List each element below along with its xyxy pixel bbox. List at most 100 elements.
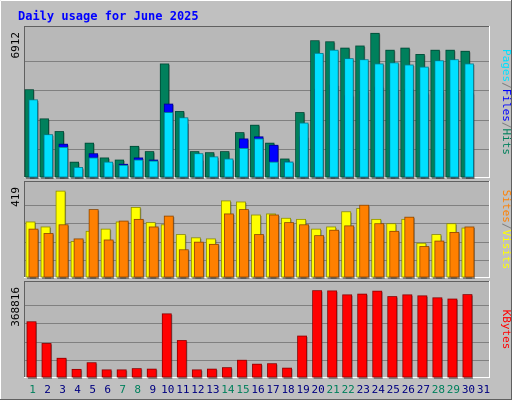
x-tick-day-25: 25 [387,383,400,396]
legend-part: Hits [500,129,512,156]
bar-kbytes-day-3 [56,357,67,378]
bar-kbytes-day-22 [342,294,353,378]
x-tick-day-18: 18 [281,383,294,396]
bar-kbytes-day-7 [116,369,127,378]
bar-kbytes-day-21 [327,290,338,378]
bar-sites-day-26 [404,216,415,278]
x-tick-day-10: 10 [161,383,174,396]
y-axis-series-label: KBytes [500,310,512,350]
bar-sites-day-10 [163,215,174,278]
bar-pages-day-18 [284,161,294,178]
bar-sites-day-23 [359,204,370,278]
x-tick-day-23: 23 [357,383,370,396]
bar-sites-day-3 [58,224,69,278]
x-tick-day-5: 5 [89,383,96,396]
chart-title: Daily usage for June 2025 [18,9,199,23]
legend-part: Sites [500,190,512,223]
x-tick-day-7: 7 [119,383,126,396]
bar-sites-day-9 [148,226,159,278]
legend-part: Files [500,89,512,122]
x-tick-day-26: 26 [402,383,415,396]
bar-sites-day-22 [344,225,355,278]
legend-part: / [500,122,512,129]
legend-part: / [500,223,512,230]
bar-kbytes-day-11 [176,340,187,378]
bar-kbytes-day-19 [297,335,307,378]
bar-pages-day-16 [254,138,264,178]
bar-sites-day-2 [43,233,54,278]
bar-pages-day-13 [208,156,219,178]
x-tick-day-13: 13 [206,383,219,396]
bar-pages-day-6 [103,161,114,178]
bar-kbytes-day-25 [387,296,398,378]
bar-pages-day-8 [133,159,144,178]
y-max-tick-label: 368816 [9,287,22,327]
x-tick-day-15: 15 [236,383,249,396]
x-tick-day-19: 19 [296,383,309,396]
bar-pages-day-12 [193,153,204,178]
x-tick-day-21: 21 [327,383,340,396]
y-axis-series-label: Pages/Files/Hits [500,49,512,155]
bar-pages-day-14 [224,158,234,178]
x-tick-day-28: 28 [432,383,445,396]
x-tick-day-11: 11 [176,383,189,396]
bar-pages-day-4 [73,167,83,178]
bar-sites-day-19 [299,224,309,278]
bar-pages-day-9 [148,160,159,178]
bar-kbytes-day-27 [417,295,428,378]
bar-pages-day-7 [118,164,129,178]
x-tick-day-16: 16 [251,383,264,396]
bar-sites-day-29 [449,231,460,278]
bar-sites-day-15 [239,209,249,278]
bar-pages-day-23 [359,59,369,178]
x-tick-day-6: 6 [104,383,111,396]
bar-pages-day-19 [299,122,309,178]
legend-part: Pages [500,49,512,82]
bar-pages-day-15 [239,148,249,178]
legend-part: Visits [500,230,512,270]
bar-kbytes-day-12 [191,369,202,378]
y-max-tick-label: 419 [9,187,22,207]
bar-sites-day-6 [103,239,114,278]
bar-sites-day-20 [314,235,325,278]
bar-sites-day-1 [28,228,39,278]
legend-part: KBytes [500,310,512,350]
bar-kbytes-day-26 [402,294,413,378]
bar-sites-day-12 [193,241,204,278]
bar-pages-day-11 [178,117,189,178]
bar-kbytes-day-5 [86,362,97,378]
legend-part: / [500,82,512,89]
bar-pages-day-30 [464,63,474,178]
bar-pages-day-21 [329,49,339,178]
bar-sites-day-13 [208,243,219,278]
bar-sites-day-17 [269,214,279,278]
panel-sites-visits: 419 Sites/Visits [9,181,512,279]
bar-kbytes-day-2 [41,343,52,378]
x-tick-day-8: 8 [134,383,141,396]
bar-kbytes-day-9 [146,368,157,378]
bar-pages-day-1 [28,99,38,178]
bar-sites-day-28 [434,240,445,278]
y-max-tick-label: 6912 [9,32,22,59]
bar-pages-day-10 [163,112,174,178]
bar-kbytes-day-10 [161,313,172,378]
bar-sites-day-25 [389,230,400,278]
bar-kbytes-day-29 [447,298,458,378]
x-tick-day-24: 24 [372,383,386,396]
x-tick-day-17: 17 [266,383,279,396]
bar-kbytes-day-4 [71,368,82,378]
bar-pages-day-22 [344,58,354,178]
bar-pages-day-3 [58,146,68,178]
bar-pages-day-5 [88,157,99,178]
bar-sites-day-5 [88,209,99,278]
x-axis-day-labels: 1 2 3 4 5 6 7 8 9 10 11 12 13 14 15 16 17 18 19 20 21 22 23 24 2… [29,383,490,396]
bar-sites-day-14 [224,213,234,278]
x-tick-day-1: 1 [29,383,36,396]
bar-sites-day-11 [178,249,189,278]
x-tick-day-9: 9 [149,383,156,396]
y-axis-series-label: Sites/Visits [500,190,512,270]
bar-pages-day-29 [449,59,459,178]
bar-kbytes-day-20 [312,290,323,378]
